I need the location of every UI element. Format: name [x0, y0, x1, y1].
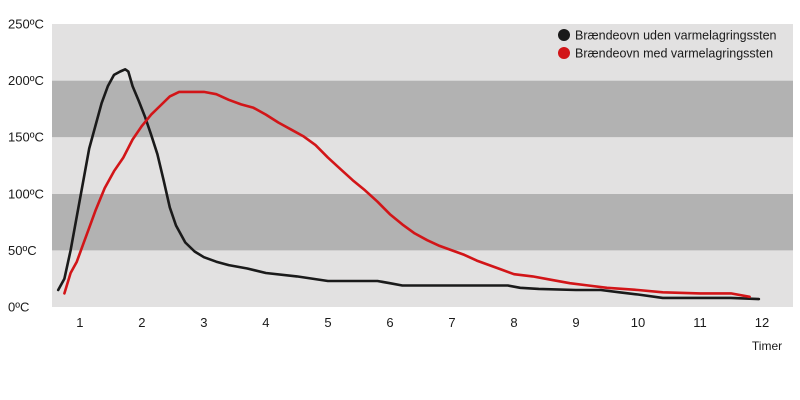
- x-tick-label: 4: [262, 315, 269, 330]
- x-tick-label: 5: [324, 315, 331, 330]
- x-tick-label: 2: [138, 315, 145, 330]
- legend-marker-red: [558, 47, 570, 59]
- legend-marker-black: [558, 29, 570, 41]
- y-axis-tick-labels: 0ºC 50ºC 100ºC 150ºC 200ºC 250ºC: [8, 17, 44, 315]
- y-tick-label: 50ºC: [8, 243, 37, 258]
- y-tick-label: 100ºC: [8, 186, 44, 201]
- legend-item-with-storage-stones: Brændeovn med varmelagringssten: [558, 47, 773, 61]
- x-tick-label: 9: [572, 315, 579, 330]
- x-tick-label: 7: [448, 315, 455, 330]
- series-line-0: [56, 68, 761, 301]
- x-tick-label: 1: [76, 315, 83, 330]
- series-line-1: [63, 90, 751, 299]
- x-tick-label: 11: [693, 315, 707, 330]
- y-tick-label: 250ºC: [8, 17, 44, 32]
- band-4: [52, 24, 793, 81]
- x-tick-label: 3: [200, 315, 207, 330]
- legend-item-without-storage-stones: Brændeovn uden varmelagringssten: [558, 29, 777, 43]
- legend: Brændeovn uden varmelagringssten Brændeo…: [558, 29, 777, 61]
- y-tick-label: 150ºC: [8, 130, 44, 145]
- y-tick-label: 0ºC: [8, 300, 29, 315]
- band-3: [52, 80, 793, 138]
- background-bands: [52, 24, 793, 307]
- x-axis-tick-labels: 1 2 3 4 5 6 7 8 9 10 11 12: [76, 315, 769, 330]
- y-tick-label: 200ºC: [8, 73, 44, 88]
- x-tick-label: 8: [510, 315, 517, 330]
- x-axis-title: Timer: [752, 339, 782, 353]
- band-2: [52, 137, 793, 194]
- legend-label-without-storage-stones: Brændeovn uden varmelagringssten: [575, 29, 777, 43]
- x-tick-label: 12: [755, 315, 769, 330]
- x-tick-label: 10: [631, 315, 645, 330]
- series-lines: [56, 68, 761, 301]
- legend-label-with-storage-stones: Brændeovn med varmelagringssten: [575, 47, 773, 61]
- x-tick-label: 6: [386, 315, 393, 330]
- band-1: [52, 193, 793, 251]
